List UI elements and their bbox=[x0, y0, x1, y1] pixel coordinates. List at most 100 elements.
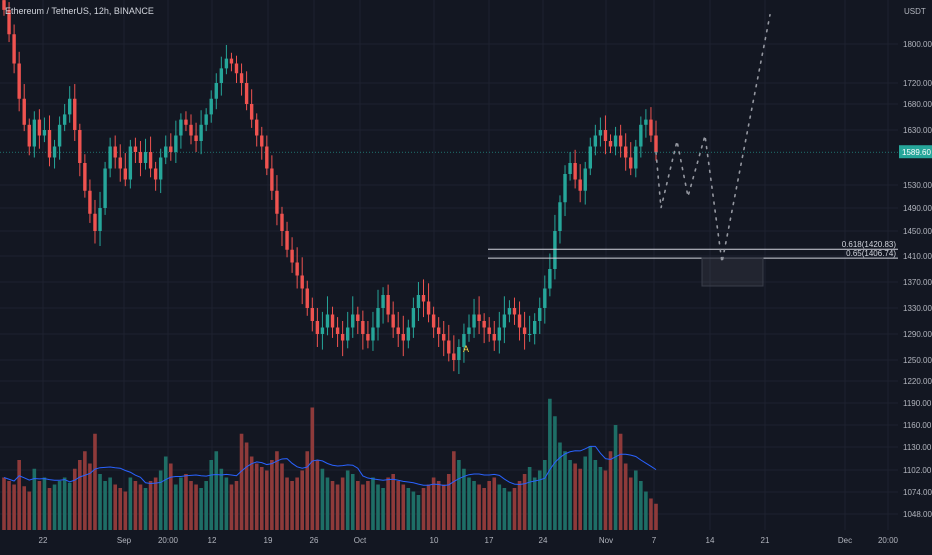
candle-body bbox=[517, 314, 522, 328]
time-tick-label: 24 bbox=[539, 536, 548, 545]
time-tick-label: 20:00 bbox=[878, 536, 899, 545]
candle-body bbox=[52, 146, 57, 158]
time-tick-label: 20:00 bbox=[158, 536, 179, 545]
candle-body bbox=[522, 327, 527, 334]
target-zone-box[interactable] bbox=[701, 257, 764, 287]
volume-bar bbox=[138, 484, 143, 530]
volume-bar bbox=[214, 451, 219, 530]
volume-bar bbox=[502, 488, 507, 530]
candle-body bbox=[649, 119, 653, 136]
volume-bar bbox=[543, 460, 547, 530]
candle-body bbox=[548, 269, 552, 289]
candle-body bbox=[265, 146, 269, 169]
volume-bar bbox=[507, 491, 512, 530]
volume-bar bbox=[512, 488, 517, 530]
volume-bar bbox=[270, 460, 274, 530]
candle-body bbox=[588, 146, 592, 169]
volume-bar bbox=[613, 425, 618, 530]
volume-bar bbox=[249, 456, 254, 530]
volume-bar bbox=[416, 495, 421, 530]
candle-body bbox=[179, 119, 183, 136]
volume-bar bbox=[517, 481, 522, 530]
volume-bar bbox=[17, 460, 21, 530]
price-axis[interactable]: 1800.00 1720.00 1680.00 1630.00 1530.00 1490.… bbox=[903, 40, 932, 519]
time-tick-label: 26 bbox=[310, 536, 319, 545]
volume-bar bbox=[204, 481, 208, 530]
candle-body bbox=[295, 262, 299, 276]
volume-bar bbox=[143, 488, 148, 530]
annotation-marker[interactable]: A bbox=[463, 344, 469, 354]
candle-body bbox=[118, 157, 122, 169]
volume-bar bbox=[194, 484, 198, 530]
volume-bar bbox=[148, 481, 153, 530]
candle-body bbox=[138, 152, 143, 163]
candle-body bbox=[244, 83, 249, 104]
volume-ma-line bbox=[3, 445, 657, 487]
price-tick-label: 1290.00 bbox=[903, 330, 932, 339]
candle-body bbox=[472, 314, 476, 328]
volume-bar bbox=[537, 470, 542, 530]
volume-bar bbox=[628, 477, 633, 530]
candle-body bbox=[356, 314, 360, 321]
time-tick-label: Dec bbox=[838, 536, 852, 545]
volume-bar bbox=[280, 463, 284, 530]
volume-bar bbox=[98, 474, 102, 530]
last-price-label: 1589.60 bbox=[902, 148, 931, 157]
volume-bar bbox=[320, 468, 325, 530]
volume-bar bbox=[88, 463, 92, 530]
candle-body bbox=[73, 98, 77, 130]
time-tick-label: Oct bbox=[354, 536, 367, 545]
volume-bar bbox=[426, 484, 431, 530]
candle-body bbox=[174, 135, 178, 152]
volume-bar bbox=[355, 481, 360, 530]
volume-bar bbox=[492, 477, 497, 530]
candle-body bbox=[442, 334, 446, 341]
volume-bar bbox=[406, 488, 411, 530]
candle-body bbox=[391, 314, 395, 328]
projection-path[interactable] bbox=[655, 13, 771, 263]
volume-bar bbox=[366, 481, 370, 530]
candle-body bbox=[239, 73, 244, 83]
candle-body bbox=[487, 327, 491, 334]
price-tick-label: 1410.00 bbox=[903, 252, 932, 261]
volume-bar bbox=[67, 482, 72, 530]
volume-bar bbox=[83, 451, 87, 530]
price-tick-label: 1048.00 bbox=[903, 510, 932, 519]
volume-bar bbox=[396, 481, 401, 530]
time-tick-label: 7 bbox=[652, 536, 657, 545]
volume-bar bbox=[239, 433, 244, 530]
candle-body bbox=[169, 146, 173, 152]
time-axis[interactable]: 22 Sep 20:00 12 19 26 Oct 10 17 24 Nov 7 14 21 Dec 20:0… bbox=[39, 536, 899, 545]
candle-body bbox=[234, 63, 239, 74]
candle-body bbox=[325, 314, 330, 328]
volume-bar bbox=[2, 477, 6, 530]
candle-body bbox=[623, 146, 628, 158]
candle-body bbox=[573, 163, 577, 180]
volume-bar bbox=[623, 463, 628, 530]
time-tick-label: 17 bbox=[485, 536, 494, 545]
candle-body bbox=[153, 168, 158, 180]
volume-bar bbox=[174, 484, 178, 530]
candle-body bbox=[83, 163, 87, 191]
candle-body bbox=[639, 124, 643, 147]
volume-bar bbox=[436, 481, 441, 530]
volume-bar bbox=[295, 477, 299, 530]
volume-bar bbox=[37, 481, 42, 530]
candle-body bbox=[113, 146, 117, 158]
candle-body bbox=[532, 321, 537, 334]
candle-body bbox=[335, 327, 340, 334]
price-tick-label: 1330.00 bbox=[903, 304, 932, 313]
volume-bar bbox=[128, 477, 133, 530]
volume-bar bbox=[350, 474, 355, 530]
candle-body bbox=[103, 168, 107, 208]
candle-body bbox=[42, 130, 47, 136]
candle-body bbox=[290, 249, 294, 263]
candle-body bbox=[133, 146, 138, 152]
projection-layer bbox=[655, 13, 771, 263]
time-tick-label: 10 bbox=[430, 536, 439, 545]
volume-bar bbox=[189, 481, 193, 530]
volume-bar bbox=[441, 484, 446, 530]
